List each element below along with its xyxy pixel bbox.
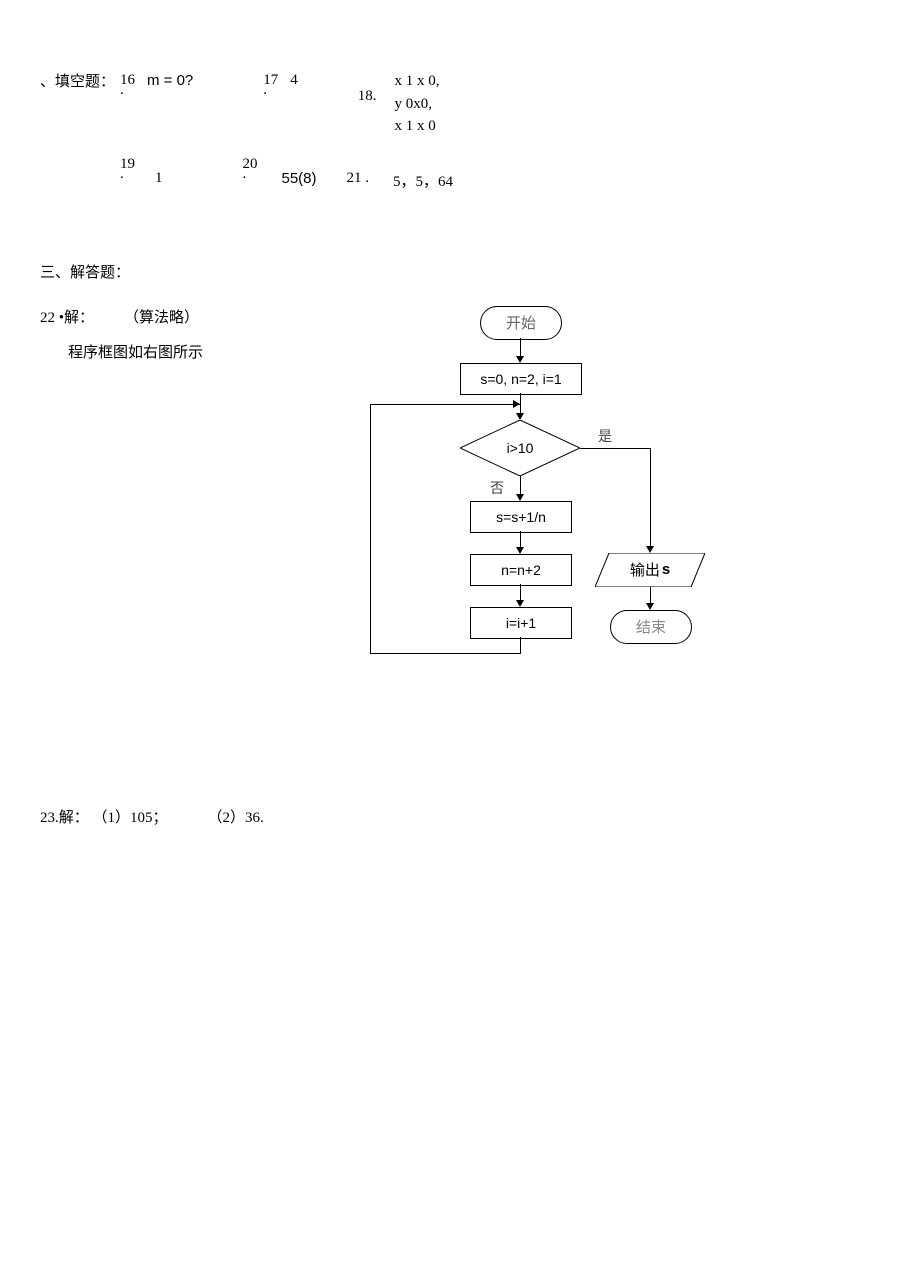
blank-value-stack: x 1 x 0, y 0x0, x 1 x 0	[395, 70, 440, 138]
blank-value-line: x 1 x 0,	[395, 70, 440, 93]
flow-p2: n=n+2	[470, 554, 572, 586]
arrow-icon	[516, 547, 524, 554]
fill-in-label: 、填空题：	[40, 70, 120, 91]
flow-p1: s=s+1/n	[470, 501, 572, 533]
flow-decision-text: i>10	[460, 420, 580, 476]
blank-16: 16 m = 0?	[120, 70, 193, 89]
blank-number: 17	[263, 70, 278, 89]
arrow-icon	[516, 413, 524, 420]
blank-number: 18.	[358, 70, 377, 105]
q22-hint: （算法略）	[124, 306, 199, 327]
blank-number: 20	[243, 156, 258, 173]
flow-decision: i>10	[460, 420, 580, 476]
arrow-icon	[516, 600, 524, 607]
flow-yes-label: 是	[598, 426, 612, 446]
q23-label: 23.解：	[40, 810, 89, 826]
blank-19: 19 1	[120, 156, 163, 187]
blank-21: 21 . 5，5，64	[347, 156, 454, 191]
blank-value: 5，5，64	[393, 156, 453, 191]
flow-no-label: 否	[490, 478, 504, 498]
arrow-icon	[513, 400, 520, 408]
question-22: 22 •解： （算法略） 程序框图如右图所示 开始 s=0, n=2, i=1 …	[40, 306, 880, 686]
blank-20: 20 55(8)	[243, 156, 317, 187]
blank-value-line: y 0x0,	[395, 93, 440, 116]
flow-output-var: s	[662, 561, 670, 578]
blank-value: m = 0?	[147, 70, 193, 89]
blank-value: 55(8)	[282, 156, 317, 187]
blank-number: 16	[120, 70, 135, 89]
blank-value-line: x 1 x 0	[395, 115, 440, 138]
blank-number: 19	[120, 156, 135, 173]
arrow-icon	[516, 356, 524, 363]
blank-18: 18. x 1 x 0, y 0x0, x 1 x 0	[358, 70, 440, 138]
flow-output: 输出 s	[595, 553, 705, 587]
flow-output-prefix: 输出	[630, 559, 660, 580]
blank-number: 21 .	[347, 156, 370, 187]
q22-label: 22 •解：	[40, 306, 94, 327]
flow-end: 结束	[610, 610, 692, 644]
section-3-title: 三、解答题：	[40, 261, 880, 282]
flow-start: 开始	[480, 306, 562, 340]
fill-in-row-2: 19 1 20 55(8) 21 . 5，5，64	[120, 156, 880, 191]
arrow-icon	[516, 494, 524, 501]
fill-in-row-1: 、填空题： 16 m = 0? 17 4 18. x 1 x 0, y 0x0,…	[40, 70, 880, 138]
blank-value: 1	[155, 156, 163, 187]
q22-desc: 程序框图如右图所示	[68, 341, 360, 362]
q22-text: 22 •解： （算法略） 程序框图如右图所示	[40, 306, 360, 362]
flow-p3: i=i+1	[470, 607, 572, 639]
flowchart: 开始 s=0, n=2, i=1 i>10 是 输出	[360, 306, 730, 686]
q23-part2: （2）36.	[208, 806, 264, 827]
q23-part1: （1）105；	[93, 810, 168, 826]
question-23: 23.解： （1）105； （2）36.	[40, 806, 880, 827]
flow-init: s=0, n=2, i=1	[460, 363, 582, 395]
blank-value: 4	[290, 70, 298, 89]
arrow-icon	[646, 546, 654, 553]
arrow-icon	[646, 603, 654, 610]
blank-17: 17 4	[263, 70, 298, 89]
